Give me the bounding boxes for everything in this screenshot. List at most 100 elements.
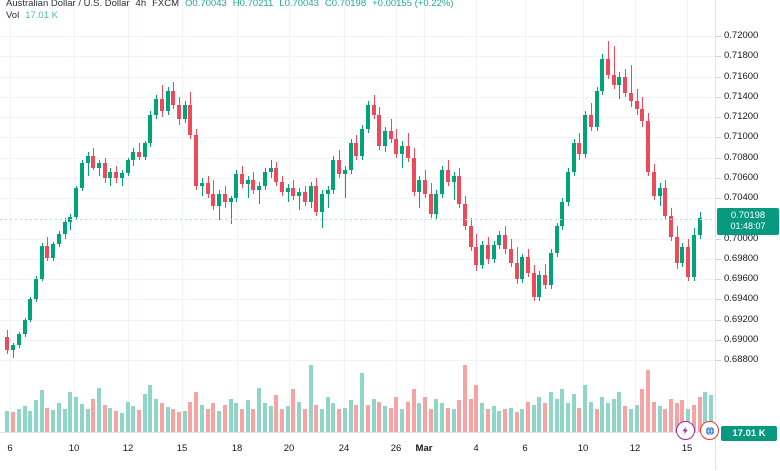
price-tick-mark xyxy=(716,56,721,57)
grid-line-vertical xyxy=(289,0,290,432)
candle-body xyxy=(423,179,427,195)
price-axis[interactable]: 0.70198 01:48:07 17.01 K 0.72000 0.71800 0… xyxy=(715,0,780,470)
candle-wick xyxy=(88,151,89,176)
volume-bar xyxy=(28,411,32,432)
candle-wick xyxy=(231,196,232,225)
candle-wick xyxy=(288,183,289,203)
volume-bar xyxy=(263,403,267,432)
candle-body xyxy=(640,109,644,122)
interval-label[interactable]: 4h xyxy=(135,0,147,9)
price-tick-mark xyxy=(716,158,721,159)
candle-body xyxy=(617,76,621,85)
volume-bar xyxy=(97,387,101,432)
volume-bar xyxy=(389,407,393,432)
volume-bar xyxy=(572,393,576,432)
volume-bar xyxy=(595,409,599,432)
volume-bar xyxy=(549,392,553,432)
candle-body xyxy=(309,185,313,203)
current-price-value: 0.70198 xyxy=(730,210,766,221)
candle-body xyxy=(680,246,684,263)
candle-body xyxy=(349,143,353,170)
candle-body xyxy=(45,245,49,258)
volume-bar xyxy=(171,409,175,432)
grid-line-horizontal xyxy=(0,97,715,98)
volume-bar xyxy=(658,406,662,432)
volume-bar xyxy=(103,404,107,432)
volume-bar xyxy=(635,404,639,432)
volume-bar xyxy=(68,392,72,432)
symbol-label[interactable]: Australian Dollar / U.S. Dollar xyxy=(6,0,130,9)
volume-bar xyxy=(343,407,347,432)
volume-bar xyxy=(257,387,261,432)
candle-body xyxy=(206,182,210,195)
volume-bar xyxy=(434,398,438,432)
volume-bar xyxy=(177,412,181,432)
volume-bar xyxy=(303,409,307,432)
price-tick-mark xyxy=(716,97,721,98)
volume-bar xyxy=(703,392,707,432)
candle-body xyxy=(188,105,192,136)
lightning-bolt-icon[interactable] xyxy=(676,421,695,440)
candle-body xyxy=(492,244,496,259)
volume-bar xyxy=(640,389,644,432)
grid-line-vertical xyxy=(396,0,397,432)
volume-bar xyxy=(86,409,90,432)
grid-line-vertical xyxy=(344,0,345,432)
price-tick-mark xyxy=(716,259,721,260)
price-tick-label: 0.71000 xyxy=(724,131,759,142)
candle-body xyxy=(412,157,416,193)
volume-bar xyxy=(320,409,324,432)
candle-body xyxy=(354,143,358,156)
volume-bar xyxy=(148,384,152,432)
grid-line-vertical xyxy=(182,0,183,432)
candle-body xyxy=(57,233,61,244)
volume-bar xyxy=(412,389,416,432)
grid-line-horizontal xyxy=(0,279,715,280)
time-tick-label: 15 xyxy=(176,443,188,454)
candle-body xyxy=(652,171,656,197)
volume-bar xyxy=(589,401,593,432)
candle-body xyxy=(537,275,541,298)
candle-body xyxy=(137,151,141,157)
volume-bar xyxy=(51,409,55,432)
price-tick-label: 0.70800 xyxy=(724,152,759,163)
candle-body xyxy=(434,194,438,215)
candle-body xyxy=(74,188,78,218)
candle-body xyxy=(148,115,152,144)
chart-plot-area[interactable] xyxy=(0,0,715,432)
candle-body xyxy=(589,115,593,128)
time-axis[interactable]: 6 10 12 15 18 20 24 26 Mar 4 6 10 12 15 xyxy=(0,432,715,471)
candle-wick xyxy=(259,181,260,205)
candle-body xyxy=(331,159,335,191)
volume-bar xyxy=(108,408,112,432)
volume-bar xyxy=(217,410,221,432)
time-tick-label: 12 xyxy=(122,443,134,454)
candle-body xyxy=(675,236,679,263)
candle-body xyxy=(86,155,90,163)
candle-body xyxy=(246,179,250,184)
globe-icon[interactable] xyxy=(700,421,719,440)
grid-line-vertical xyxy=(583,0,584,432)
candle-body xyxy=(595,90,599,128)
volume-bar xyxy=(372,398,376,432)
grid-line-horizontal xyxy=(0,299,715,300)
volume-bar xyxy=(331,403,335,432)
volume-bar xyxy=(45,407,49,432)
volume-bar xyxy=(200,404,204,432)
volume-bar xyxy=(211,403,215,432)
time-tick-label: 10 xyxy=(68,443,80,454)
candle-body xyxy=(600,58,604,91)
candle-body xyxy=(223,194,227,203)
volume-bar xyxy=(120,412,124,432)
volume-bar xyxy=(612,398,616,432)
time-tick-label: 10 xyxy=(577,443,589,454)
volume-bar xyxy=(663,409,667,432)
price-tick-label: 0.71400 xyxy=(724,91,759,102)
volume-bar xyxy=(40,390,44,432)
price-tick-label: 0.71200 xyxy=(724,111,759,122)
ohlc-open: O0.70043 xyxy=(185,0,227,9)
volume-bar xyxy=(34,400,38,432)
time-tick-label: 24 xyxy=(338,443,350,454)
grid-line-horizontal xyxy=(0,117,715,118)
